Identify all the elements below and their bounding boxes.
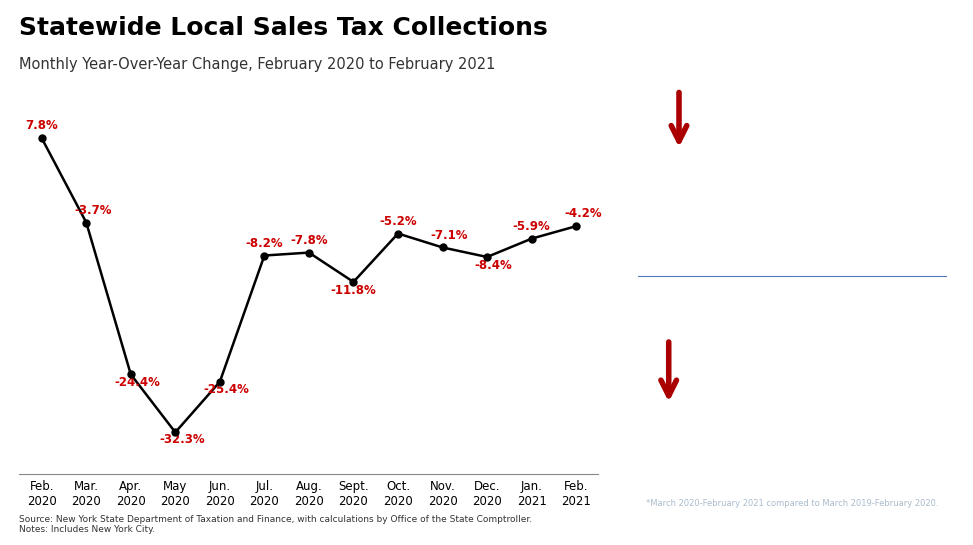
Text: -24.4%: -24.4%: [115, 376, 161, 389]
Text: Down $2.2 billion*: Down $2.2 billion*: [725, 435, 859, 450]
Text: F E B R U A R Y: F E B R U A R Y: [724, 42, 860, 60]
Text: PANDEMIC IMPACT: PANDEMIC IMPACT: [715, 284, 869, 302]
Text: 12%: 12%: [733, 334, 899, 401]
Text: Statewide Local Sales Tax Collections: Statewide Local Sales Tax Collections: [19, 16, 548, 40]
Text: -7.1%: -7.1%: [430, 228, 468, 241]
Text: -5.2%: -5.2%: [379, 215, 416, 228]
Text: -11.8%: -11.8%: [331, 283, 377, 296]
Text: $55 million less than
February 2020: $55 million less than February 2020: [715, 238, 869, 276]
Text: -25.4%: -25.4%: [203, 383, 249, 396]
Text: -3.7%: -3.7%: [74, 204, 112, 216]
Text: -32.3%: -32.3%: [160, 433, 205, 445]
Text: 7.8%: 7.8%: [25, 119, 58, 132]
Text: -8.4%: -8.4%: [475, 259, 513, 271]
Text: Source: New York State Department of Taxation and Finance, with calculations by : Source: New York State Department of Tax…: [19, 514, 532, 534]
Text: -8.2%: -8.2%: [245, 237, 283, 250]
Text: -5.9%: -5.9%: [513, 220, 551, 233]
Text: *March 2020-February 2021 compared to March 2019-February 2020.: *March 2020-February 2021 compared to Ma…: [646, 499, 938, 508]
Text: -4.2%: -4.2%: [564, 207, 601, 220]
Text: Monthly Year-Over-Year Change, February 2020 to February 2021: Monthly Year-Over-Year Change, February …: [19, 57, 496, 72]
Text: 4.2%: 4.2%: [730, 77, 922, 144]
Text: -7.8%: -7.8%: [290, 234, 328, 247]
